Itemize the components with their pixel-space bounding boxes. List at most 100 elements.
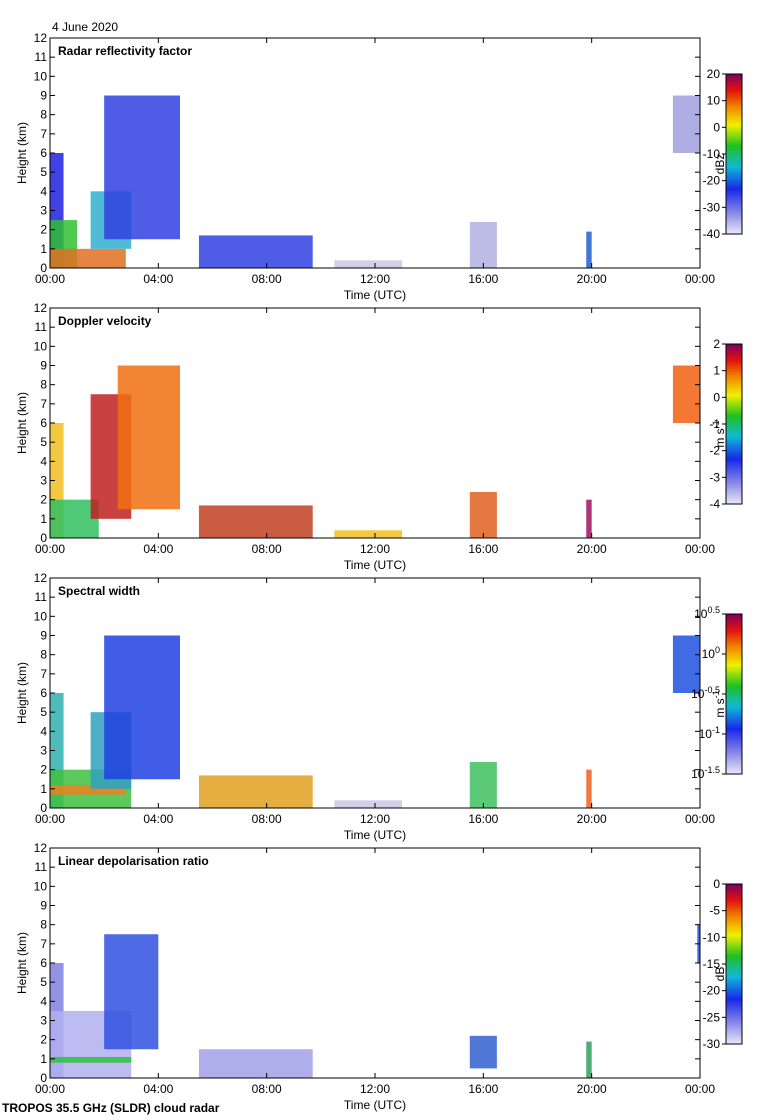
y-tick-label: 4 xyxy=(40,724,47,738)
x-tick-label: 16:00 xyxy=(468,272,498,286)
colorbar-tick-label: 10 xyxy=(707,94,721,108)
x-tick-label: 16:00 xyxy=(468,812,498,826)
x-tick-label: 04:00 xyxy=(143,812,173,826)
echo-region xyxy=(50,1056,132,1063)
echo-region xyxy=(198,1049,313,1078)
colorbar-tick-label: 0 xyxy=(713,877,720,891)
y-tick-label: 9 xyxy=(40,359,47,373)
x-tick-label: 00:00 xyxy=(35,1082,65,1096)
y-tick-label: 1 xyxy=(40,242,47,256)
colorbar-tick-label: -4 xyxy=(709,497,720,511)
x-tick-label: 20:00 xyxy=(577,272,607,286)
colorbar-tick-label: 10-1.5 xyxy=(691,765,720,781)
x-tick-label: 00:00 xyxy=(685,542,715,556)
y-tick-label: 6 xyxy=(40,416,47,430)
x-tick-label: 16:00 xyxy=(468,1082,498,1096)
y-tick-label: 2 xyxy=(40,1033,47,1047)
echo-region xyxy=(198,235,313,268)
colorbar-tick-label: 10-0.5 xyxy=(691,685,720,701)
y-tick-label: 8 xyxy=(40,108,47,122)
footer-label: TROPOS 35.5 GHz (SLDR) cloud radar xyxy=(2,1101,220,1115)
y-tick-label: 10 xyxy=(34,69,48,83)
x-tick-label: 12:00 xyxy=(360,812,390,826)
panel-title: Doppler velocity xyxy=(58,314,152,328)
y-tick-label: 3 xyxy=(40,744,47,758)
colorbar-tick-label: -20 xyxy=(703,984,721,998)
echo-region xyxy=(104,934,159,1050)
colorbar-tick-label: 2 xyxy=(713,337,720,351)
panel-title: Radar reflectivity factor xyxy=(58,44,192,58)
echo-region xyxy=(50,785,126,795)
echo-region xyxy=(469,492,497,538)
x-axis-label: Time (UTC) xyxy=(344,558,406,572)
y-tick-label: 6 xyxy=(40,146,47,160)
y-tick-label: 6 xyxy=(40,686,47,700)
echo-region xyxy=(198,505,313,538)
y-tick-label: 6 xyxy=(40,956,47,970)
colorbar xyxy=(725,883,743,1045)
y-tick-label: 4 xyxy=(40,994,47,1008)
y-tick-label: 2 xyxy=(40,223,47,237)
echo-region xyxy=(586,1041,592,1078)
x-tick-label: 12:00 xyxy=(360,542,390,556)
y-tick-label: 10 xyxy=(34,879,48,893)
echo-region xyxy=(50,248,126,268)
echo-region xyxy=(469,222,497,268)
echo-region xyxy=(334,530,403,538)
colorbar-tick-label: 100 xyxy=(702,645,720,661)
x-tick-label: 00:00 xyxy=(685,272,715,286)
x-tick-label: 20:00 xyxy=(577,1082,607,1096)
y-tick-label: 9 xyxy=(40,899,47,913)
x-tick-label: 16:00 xyxy=(468,542,498,556)
y-tick-label: 5 xyxy=(40,705,47,719)
date-label: 4 June 2020 xyxy=(52,20,119,34)
y-tick-label: 3 xyxy=(40,474,47,488)
x-tick-label: 00:00 xyxy=(35,812,65,826)
colorbar-tick-label: 0 xyxy=(713,390,720,404)
echo-region xyxy=(104,95,180,240)
colorbar-tick-label: 1 xyxy=(713,364,720,378)
y-tick-label: 11 xyxy=(35,320,48,334)
y-tick-label: 9 xyxy=(40,89,47,103)
y-tick-label: 11 xyxy=(35,860,48,874)
y-tick-label: 1 xyxy=(40,782,47,796)
echo-region xyxy=(334,260,403,268)
y-tick-label: 7 xyxy=(40,937,47,951)
y-tick-label: 3 xyxy=(40,204,47,218)
y-tick-label: 12 xyxy=(34,301,48,315)
echo-region xyxy=(586,231,592,268)
x-tick-label: 08:00 xyxy=(252,542,282,556)
x-axis-label: Time (UTC) xyxy=(344,828,406,842)
colorbar xyxy=(725,613,743,775)
x-axis-label: Time (UTC) xyxy=(344,1098,406,1112)
y-tick-label: 7 xyxy=(40,397,47,411)
colorbar-tick-label: 0 xyxy=(713,120,720,134)
y-tick-label: 7 xyxy=(40,667,47,681)
y-tick-label: 12 xyxy=(34,31,48,45)
x-axis-label: Time (UTC) xyxy=(344,288,406,302)
colorbar-tick-label: -2 xyxy=(709,444,720,458)
colorbar-tick-label: -20 xyxy=(703,174,721,188)
y-tick-label: 8 xyxy=(40,378,47,392)
x-tick-label: 00:00 xyxy=(685,1082,715,1096)
x-tick-label: 20:00 xyxy=(577,542,607,556)
colorbar-tick-label: -40 xyxy=(703,227,721,241)
panel-1: Radar reflectivity factor012345678910111… xyxy=(15,31,743,302)
y-tick-label: 5 xyxy=(40,435,47,449)
colorbar-tick-label: 100.5 xyxy=(694,605,720,621)
colorbar-label: dB xyxy=(713,967,727,982)
echo-region xyxy=(104,635,180,780)
x-tick-label: 20:00 xyxy=(577,812,607,826)
y-tick-label: 0 xyxy=(40,1071,47,1085)
panel-title: Spectral width xyxy=(58,584,140,598)
panel-title: Linear depolarisation ratio xyxy=(58,854,209,868)
y-tick-label: 9 xyxy=(40,629,47,643)
echo-region xyxy=(198,775,313,808)
colorbar-label: m s-1 xyxy=(711,690,727,717)
y-tick-label: 8 xyxy=(40,918,47,932)
x-tick-label: 04:00 xyxy=(143,272,173,286)
y-tick-label: 4 xyxy=(40,184,47,198)
colorbar-tick-label: -30 xyxy=(703,200,721,214)
